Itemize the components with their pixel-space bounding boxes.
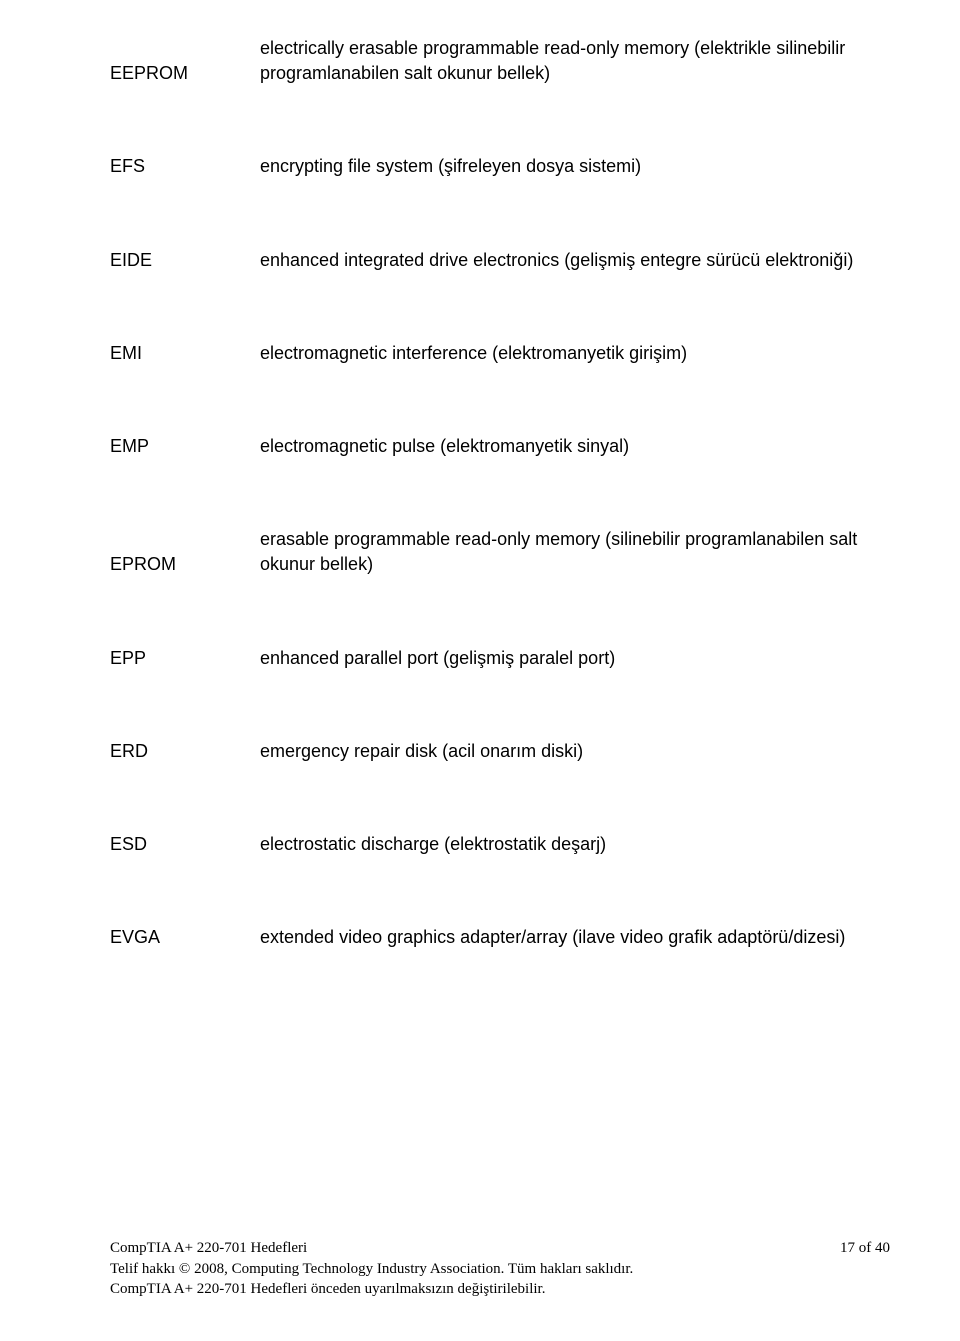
glossary-definition: encrypting file system (şifreleyen dosya… — [260, 154, 890, 179]
glossary-term: EIDE — [110, 248, 260, 273]
glossary-entry: EFSencrypting file system (şifreleyen do… — [110, 154, 890, 179]
glossary-list: EEPROMelectrically erasable programmable… — [110, 36, 890, 950]
glossary-definition: enhanced parallel port (gelişmiş paralel… — [260, 646, 890, 671]
glossary-definition: electromagnetic interference (elektroman… — [260, 341, 890, 366]
footer-copyright: Telif hakkı © 2008, Computing Technology… — [110, 1259, 890, 1279]
glossary-term: EEPROM — [110, 61, 260, 86]
footer-right: 17 of 40 — [840, 1238, 890, 1258]
footer-row-1: CompTIA A+ 220-701 Hedefleri 17 of 40 — [110, 1238, 890, 1258]
glossary-entry: EMPelectromagnetic pulse (elektromanyeti… — [110, 434, 890, 459]
glossary-definition: electromagnetic pulse (elektromanyetik s… — [260, 434, 890, 459]
page-footer: CompTIA A+ 220-701 Hedefleri 17 of 40 Te… — [110, 1238, 890, 1299]
glossary-entry: EVGAextended video graphics adapter/arra… — [110, 925, 890, 950]
glossary-entry: EIDEenhanced integrated drive electronic… — [110, 248, 890, 273]
glossary-term: EVGA — [110, 925, 260, 950]
footer-notice: CompTIA A+ 220-701 Hedefleri önceden uya… — [110, 1279, 890, 1299]
glossary-definition: extended video graphics adapter/array (i… — [260, 925, 890, 950]
glossary-entry: ESDelectrostatic discharge (elektrostati… — [110, 832, 890, 857]
footer-left: CompTIA A+ 220-701 Hedefleri — [110, 1238, 307, 1258]
glossary-term: EMI — [110, 341, 260, 366]
glossary-term: EFS — [110, 154, 260, 179]
glossary-definition: electrostatic discharge (elektrostatik d… — [260, 832, 890, 857]
glossary-term: ERD — [110, 739, 260, 764]
glossary-entry: EPROMerasable programmable read-only mem… — [110, 527, 890, 577]
glossary-term: EPROM — [110, 552, 260, 577]
glossary-definition: enhanced integrated drive electronics (g… — [260, 248, 890, 273]
glossary-definition: emergency repair disk (acil onarım diski… — [260, 739, 890, 764]
glossary-entry: ERDemergency repair disk (acil onarım di… — [110, 739, 890, 764]
glossary-term: EPP — [110, 646, 260, 671]
glossary-definition: electrically erasable programmable read-… — [260, 36, 890, 86]
glossary-term: ESD — [110, 832, 260, 857]
document-page: EEPROMelectrically erasable programmable… — [0, 0, 960, 1341]
glossary-entry: EEPROMelectrically erasable programmable… — [110, 36, 890, 86]
glossary-definition: erasable programmable read-only memory (… — [260, 527, 890, 577]
glossary-entry: EPPenhanced parallel port (gelişmiş para… — [110, 646, 890, 671]
glossary-entry: EMIelectromagnetic interference (elektro… — [110, 341, 890, 366]
glossary-term: EMP — [110, 434, 260, 459]
